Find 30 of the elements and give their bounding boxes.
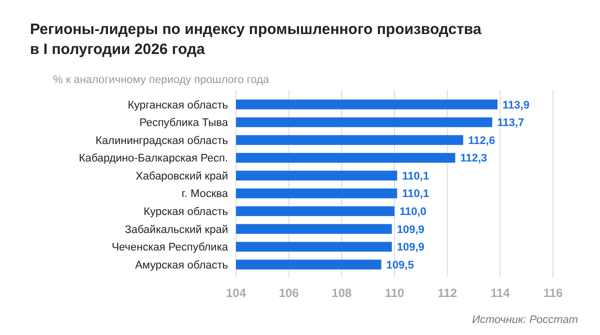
text: Источник: Росстат xyxy=(472,314,578,326)
y-tick-label: Забайкальский край xyxy=(124,224,228,236)
y-tick-label: Калининградская область xyxy=(96,134,228,147)
data-label: 113,9 xyxy=(502,99,530,112)
data-label: 110,0 xyxy=(400,206,426,218)
y-tick-label: Чеченская Республика xyxy=(112,242,229,254)
y-tick-label: Курская область xyxy=(144,206,228,218)
data-label: 109,9 xyxy=(396,224,424,236)
x-tick-label: 110 xyxy=(384,286,405,300)
chart-subtitle: % к аналогичному периоду прошлого года xyxy=(53,74,270,86)
y-tick-label: Республика Тыва xyxy=(139,117,229,130)
x-tick-label: 112 xyxy=(438,286,458,300)
x-tick-label: 116 xyxy=(543,286,564,300)
y-tick-label: Амурская область xyxy=(135,259,228,272)
data-label: 110,1 xyxy=(402,170,430,182)
x-tick-label: 106 xyxy=(278,286,300,300)
data-label: 109,5 xyxy=(386,259,414,272)
data-label: 112,3 xyxy=(460,152,488,165)
y-tick-label: Курганская область xyxy=(128,99,228,112)
y-tick-label: Кабардино-Балкарская Респ. xyxy=(78,152,228,165)
x-tick-label: 104 xyxy=(226,286,246,300)
data-label: 109,9 xyxy=(396,242,424,254)
x-tick-label: 108 xyxy=(332,286,352,300)
data-label: 112,6 xyxy=(468,134,496,147)
data-label: 113,7 xyxy=(497,117,524,130)
x-tick-label: 114 xyxy=(490,286,510,300)
y-tick-label: г. Москва xyxy=(182,188,229,200)
chart-title: Регионы-лидеры по индексу промышленного производства в I полугодии 2026 года xyxy=(30,21,482,58)
y-tick-label: Хабаровский край xyxy=(136,170,228,182)
data-label: 110,1 xyxy=(402,188,430,200)
